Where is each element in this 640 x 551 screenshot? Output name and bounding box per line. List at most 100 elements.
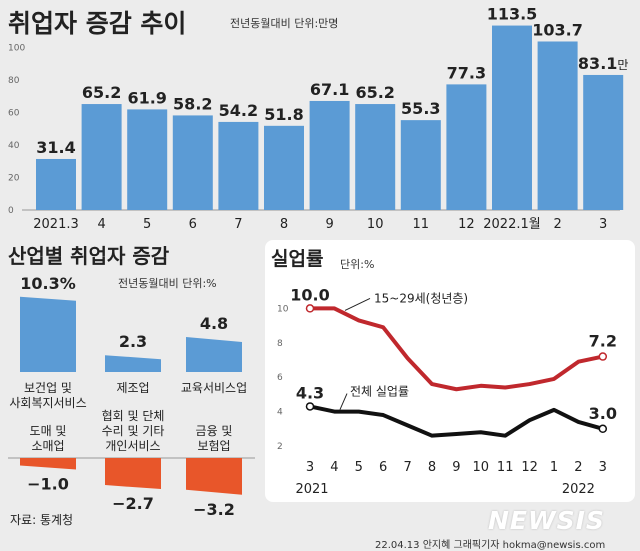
bar	[36, 158, 76, 210]
x-tick-label: 2022.1월	[483, 217, 540, 232]
y-tick-label: 100	[8, 44, 25, 54]
y-tick-label: 10	[277, 304, 289, 314]
series-end-label: 7.2	[589, 332, 617, 351]
series-end-marker	[598, 424, 608, 434]
unemployment-subtitle: 단위:%	[340, 258, 375, 271]
x-tick-label: 7	[403, 460, 411, 475]
industry-category-label: 수리 및 기타	[102, 424, 165, 438]
bar	[400, 120, 441, 210]
series-end-label: 3.0	[589, 404, 617, 423]
industry-category-label: 교육서비스업	[181, 381, 247, 395]
industry-bar-negative	[105, 458, 161, 490]
industry-category-label: 개인서비스	[105, 439, 160, 453]
y-tick-label: 20	[8, 174, 20, 184]
x-tick-label: 5	[355, 460, 363, 475]
legend-leader	[339, 393, 348, 410]
x-tick-label: 5	[143, 217, 151, 232]
bar-value-label: 51.8	[264, 105, 303, 124]
x-tick-label: 8	[428, 460, 436, 475]
series-start-marker	[305, 402, 315, 411]
bar-value-label: 77.3	[447, 63, 486, 82]
bar-value-label: 31.4	[36, 138, 75, 157]
bar-value-label: 103.7	[532, 20, 583, 39]
industry-value-label: −2.7	[112, 494, 154, 513]
x-tick-label: 11	[413, 217, 430, 232]
employment-bar-chart: 100 80 60 40 20 0 31.4 2021.3 65.2 4 61.9 5 58.2 6 54.…	[8, 5, 629, 232]
bar-value-label: 58.2	[173, 94, 212, 113]
series-start-label: 10.0	[290, 285, 329, 304]
y-tick-label: 6	[277, 373, 283, 383]
series-name-label: 전체 실업률	[350, 385, 409, 399]
bar	[218, 121, 259, 210]
industry-category-label: 협회 및 단체	[102, 409, 165, 423]
bar-value-label: 113.5	[487, 5, 538, 24]
x-tick-label: 4	[330, 460, 338, 475]
unemployment-panel	[265, 240, 635, 502]
y-tick-label: 4	[277, 408, 283, 418]
bar	[537, 41, 578, 210]
industry-category-label: 사회복지서비스	[9, 396, 86, 410]
industry-category-label: 제조업	[116, 381, 149, 395]
industry-bar-positive	[20, 296, 76, 372]
x-tick-label: 12	[458, 217, 475, 232]
bar	[81, 104, 122, 210]
unemployment-title: 실업률	[271, 248, 324, 270]
credit-line: 22.04.13 안지혜 그래픽기자 hokma@newsis.com	[375, 540, 606, 551]
bar	[127, 109, 168, 210]
industry-value-label: −1.0	[27, 475, 69, 494]
year-label: 2022	[562, 482, 595, 497]
x-tick-label: 9	[452, 460, 460, 475]
x-tick-label: 7	[234, 217, 242, 232]
x-tick-label: 11	[497, 460, 514, 475]
industry-value-label: 2.3	[119, 332, 147, 351]
bar-value-label: 54.2	[219, 101, 258, 120]
x-tick-label: 2	[574, 460, 582, 475]
industry-category-label: 보건업 및	[24, 381, 72, 395]
industry-category-label: 금융 및	[196, 424, 233, 438]
x-tick-label: 2021.3	[33, 217, 79, 232]
y-tick-label: 2	[277, 442, 283, 452]
x-tick-label: 4	[97, 217, 105, 232]
industry-bar-positive	[186, 336, 242, 372]
series-start-label: 4.3	[296, 383, 324, 402]
legend-leader	[344, 297, 371, 311]
bar-value-label: 65.2	[82, 83, 121, 102]
x-tick-label: 1	[550, 460, 558, 475]
series-name-label: 15~29세(청년층)	[374, 291, 468, 305]
bar-value-label: 55.3	[401, 99, 440, 118]
bar-value-label: 83.1만	[578, 54, 629, 73]
x-tick-label: 6	[379, 460, 387, 475]
industry-bar-positive	[105, 355, 161, 372]
x-tick-label: 6	[189, 217, 197, 232]
industry-category-label: 보험업	[197, 439, 230, 453]
industry-chart-title: 산업별 취업자 증감	[8, 244, 170, 268]
newsis-logo: NEWSIS	[488, 506, 605, 535]
industry-value-label: 10.3%	[20, 274, 76, 293]
series-end-marker	[598, 352, 608, 361]
x-tick-label: 9	[325, 217, 333, 232]
x-tick-label: 8	[280, 217, 288, 232]
bar	[355, 104, 396, 210]
x-tick-label: 2	[553, 217, 561, 232]
industry-value-label: 4.8	[200, 314, 228, 333]
y-tick-label: 8	[277, 339, 283, 349]
x-tick-label: 10	[367, 217, 384, 232]
industry-category-label: 도매 및	[30, 424, 67, 438]
industry-bar-negative	[20, 458, 76, 470]
bar	[492, 25, 532, 210]
industry-value-label: −3.2	[193, 500, 235, 519]
source-note: 자료: 통계청	[10, 513, 74, 527]
x-tick-label: 10	[473, 460, 490, 475]
top-chart-subtitle: 전년동월대비 단위:만명	[230, 17, 339, 30]
bar	[446, 84, 487, 210]
industry-bar-negative	[186, 458, 242, 495]
bar-value-label: 67.1	[310, 80, 349, 99]
series-line	[310, 306, 604, 392]
x-tick-label: 12	[521, 460, 538, 475]
bar	[583, 74, 624, 211]
industry-chart-subtitle: 전년동월대비 단위:%	[118, 277, 217, 290]
bar	[309, 100, 350, 210]
